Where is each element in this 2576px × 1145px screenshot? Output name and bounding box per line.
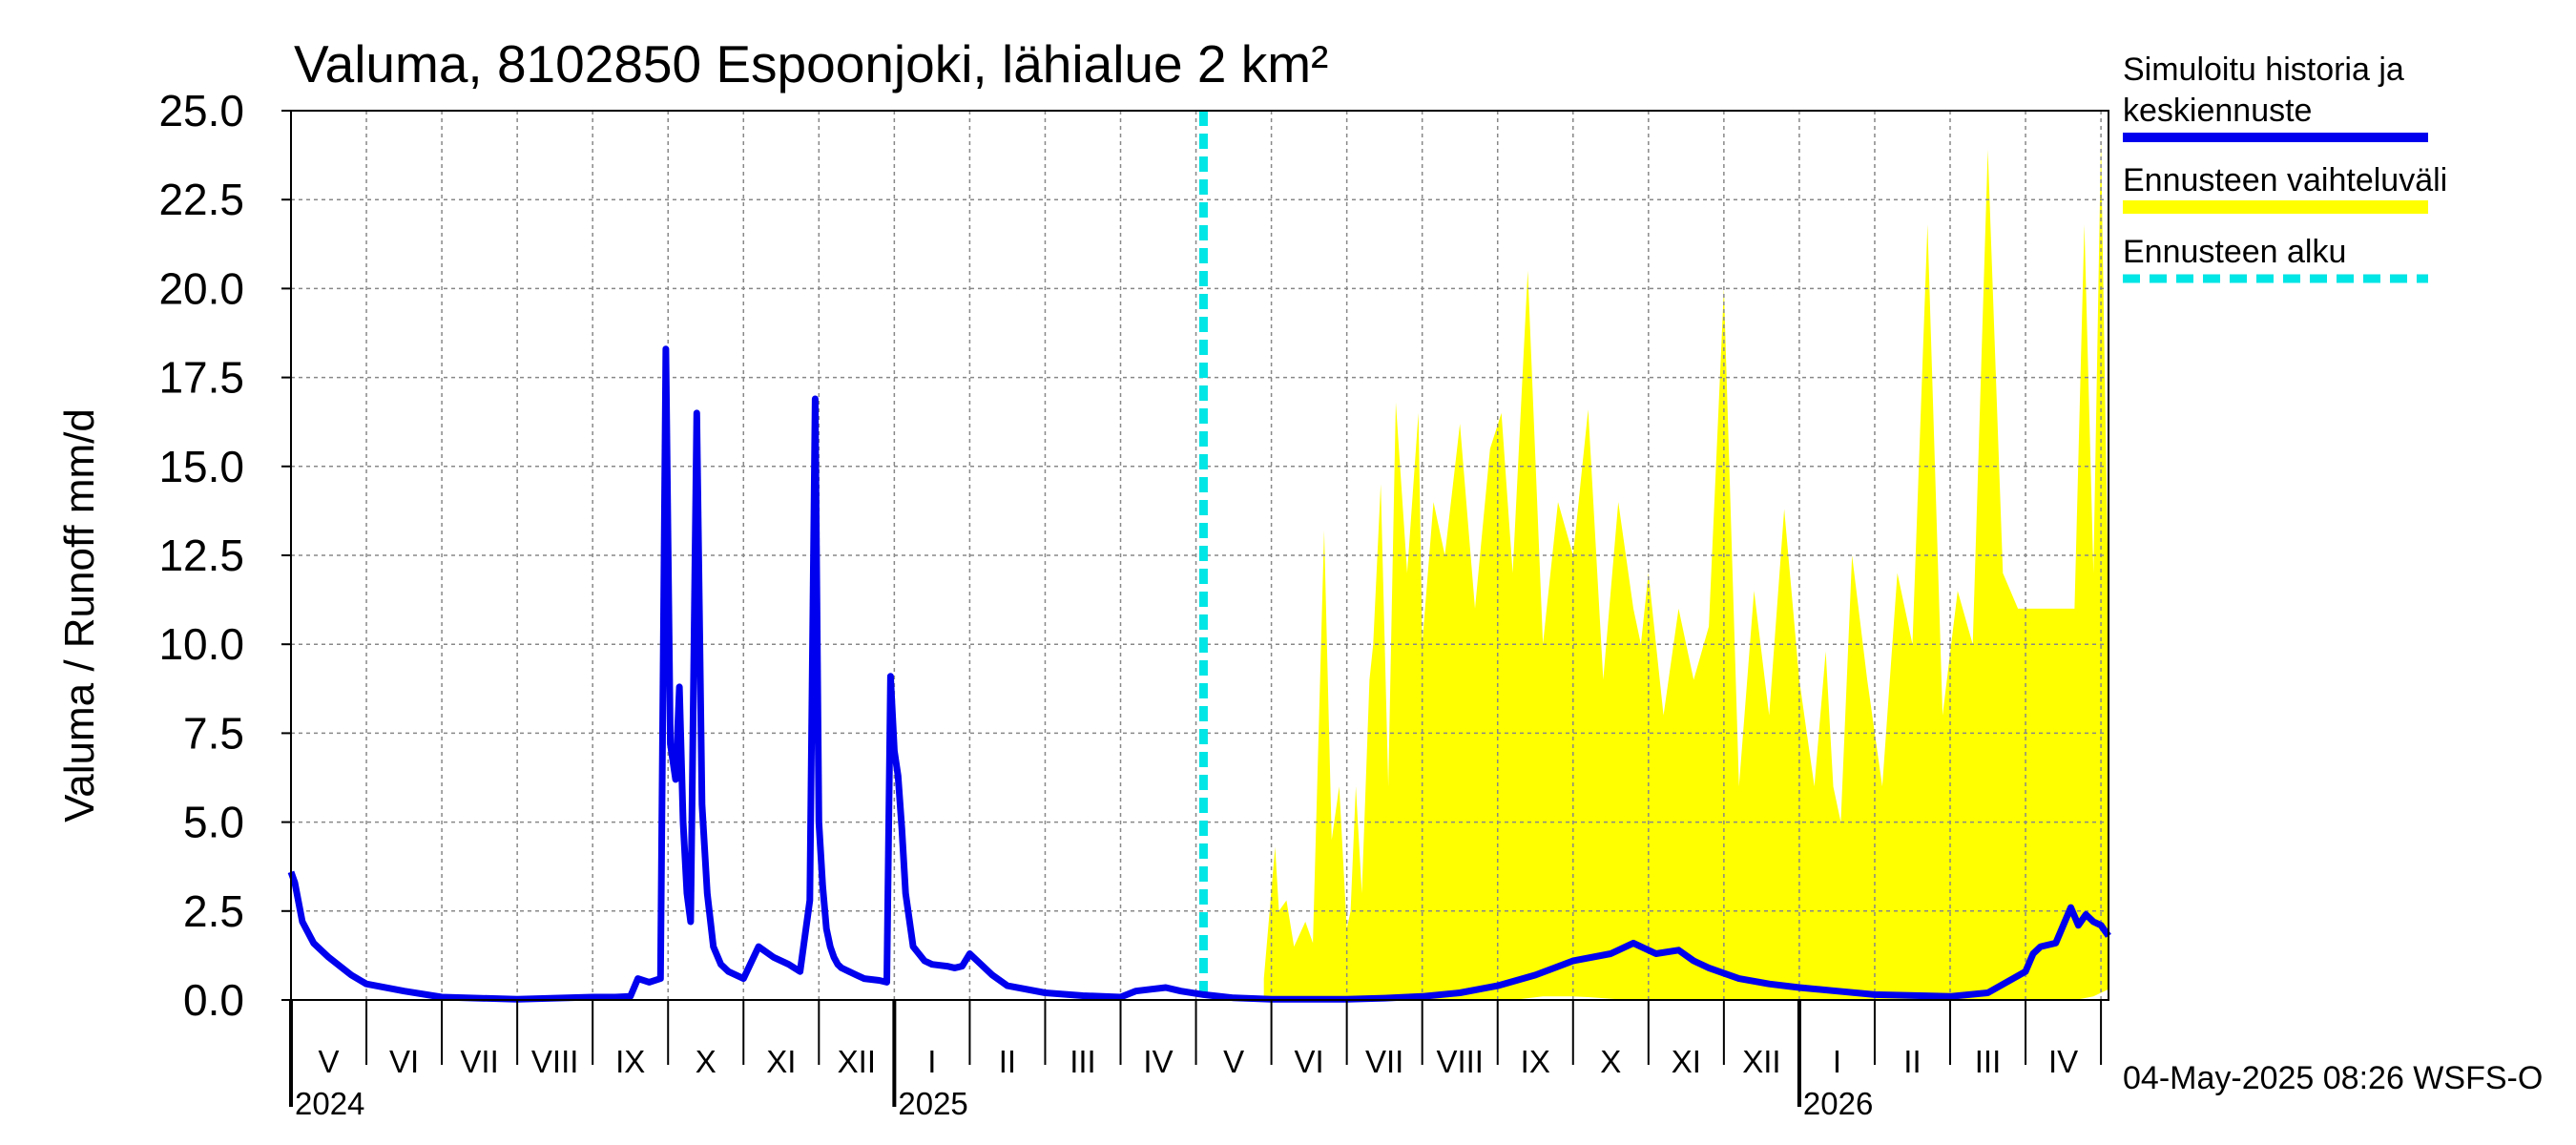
month-label: V: [319, 1044, 340, 1079]
y-tick-label: 0.0: [183, 975, 244, 1025]
month-label: IX: [1521, 1044, 1550, 1079]
month-label: II: [999, 1044, 1016, 1079]
runoff-line: [287, 345, 2111, 1003]
month-label: XII: [1742, 1044, 1780, 1079]
month-label: XI: [766, 1044, 796, 1079]
month-label: VI: [1295, 1044, 1324, 1079]
month-label: V: [1223, 1044, 1244, 1079]
legend-label-forecast-start: Ennusteen alku: [2123, 234, 2346, 270]
y-tick-label: 7.5: [183, 708, 244, 758]
year-labels: 2024 2025 2026: [295, 1086, 1873, 1121]
year-label: 2026: [1803, 1086, 1873, 1121]
y-tick-label: 2.5: [183, 886, 244, 936]
month-label: I: [1833, 1044, 1841, 1079]
month-label: IV: [2048, 1044, 2078, 1079]
y-tick-label: 12.5: [158, 531, 244, 580]
axis-layer: [281, 110, 2109, 1107]
month-label: III: [1070, 1044, 1096, 1079]
legend-label-range: Ennusteen vaihteluväli: [2123, 162, 2447, 198]
y-axis-label: Valuma / Runoff mm/d: [56, 408, 103, 822]
month-label: VIII: [1436, 1044, 1484, 1079]
month-label: VI: [389, 1044, 419, 1079]
forecast-range-band-layer: [1263, 138, 2109, 1001]
chart-title: Valuma, 8102850 Espoonjoki, lähialue 2 k…: [294, 34, 1328, 94]
y-tick-label: 15.0: [158, 442, 244, 491]
y-tick-label: 25.0: [158, 86, 244, 135]
y-tick-label: 17.5: [158, 353, 244, 403]
y-tick-label: 22.5: [158, 175, 244, 224]
month-labels: V VI VII VIII IX X XI XII I II III IV V VI VII VIII IX X X…: [319, 1044, 2079, 1079]
y-tick-label: 20.0: [158, 263, 244, 313]
month-label: III: [1975, 1044, 2002, 1079]
month-label: IX: [615, 1044, 645, 1079]
forecast-range-band: [1263, 138, 2109, 1001]
month-label: VIII: [531, 1044, 579, 1079]
legend-label-simulated-line2: keskiennuste: [2123, 93, 2312, 129]
month-label: II: [1903, 1044, 1921, 1079]
year-label: 2025: [898, 1086, 967, 1121]
month-label: I: [927, 1044, 936, 1079]
y-tick-label: 10.0: [158, 619, 244, 669]
month-label: X: [1600, 1044, 1621, 1079]
month-label: VII: [1365, 1044, 1403, 1079]
runoff-line-layer: [287, 345, 2111, 1003]
footer-timestamp: 04-May-2025 08:26 WSFS-O: [2123, 1060, 2543, 1096]
y-tick-label: 5.0: [183, 798, 244, 847]
month-label: IV: [1143, 1044, 1173, 1079]
month-label: X: [696, 1044, 717, 1079]
legend: Simuloitu historia ja keskiennuste Ennus…: [2123, 52, 2447, 283]
y-tick-labels: 0.0 2.5 5.0 7.5 10.0 12.5 15.0 17.5 20.0 22.5 25.0: [158, 86, 244, 1025]
month-label: XI: [1672, 1044, 1701, 1079]
month-label: VII: [460, 1044, 498, 1079]
legend-label-simulated-line1: Simuloitu historia ja: [2123, 52, 2404, 88]
month-label: XII: [838, 1044, 876, 1079]
year-label: 2024: [295, 1086, 364, 1121]
